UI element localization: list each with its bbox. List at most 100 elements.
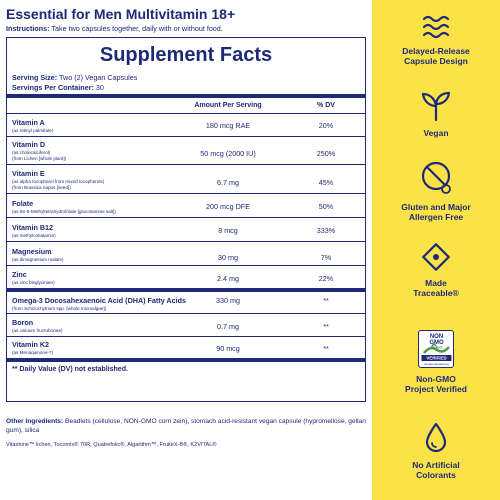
feature-label: Non-GMO Project Verified <box>372 374 500 394</box>
nutrient-amount: 330 mg <box>216 296 240 305</box>
servings-label: Servings Per Container: <box>12 83 94 92</box>
feature-label-line: Gluten and Major <box>401 202 471 212</box>
features-sidebar: Delayed-Release Capsule Design Vegan Glu… <box>372 0 500 500</box>
row-divider <box>7 164 365 165</box>
nutrient-name: Vitamin B12 <box>12 223 54 232</box>
other-ingredients: Other Ingredients: Beadlets (cellulose, … <box>6 418 366 435</box>
nutrient-name: Vitamin K2 <box>12 340 50 349</box>
nutrient-dv: 50% <box>318 202 334 211</box>
badge-url: nongmoproject.org <box>423 362 448 366</box>
badge-verified: VERIFIED <box>426 356 446 361</box>
other-ingredients-text: Beadlets (cellulose, NON-GMO corn zein),… <box>6 418 366 434</box>
feature-label-line: Vegan <box>423 128 449 138</box>
nutrient-dv: ** <box>323 322 329 331</box>
feature-delayed-release: Delayed-Release Capsule Design <box>372 14 500 66</box>
nutrient-source: (from Lichen [whole plant]) <box>12 156 67 161</box>
badge-project: Project <box>430 346 441 350</box>
feature-no-colorants: No Artificial Colorants <box>372 422 500 480</box>
nutrient-amount: 2.4 mg <box>217 274 239 283</box>
row-divider <box>7 193 365 194</box>
nutrient-dv: 7% <box>320 253 332 262</box>
sprout-icon <box>421 91 451 122</box>
product-title: Essential for Men Multivitamin 18+ <box>6 6 236 22</box>
droplet-icon <box>425 422 447 453</box>
nutrient-name: Folate <box>12 199 34 208</box>
nutrient-name: Vitamin E <box>12 169 45 178</box>
feature-label: No Artificial Colorants <box>372 460 500 480</box>
nutrient-dv: 250% <box>316 149 336 158</box>
non-gmo-icon: NON GMO Project VERIFIED nongmoproject.o… <box>418 330 454 368</box>
traceable-icon <box>422 243 450 271</box>
serving-size-value: Two (2) Vegan Capsules <box>59 73 138 82</box>
feature-label: Made Traceable® <box>372 278 500 298</box>
nutrient-source: (as 6S-5-Methyltetrahydrofolate [glucosa… <box>12 209 116 214</box>
supplement-facts-title: Supplement Facts <box>99 44 273 66</box>
nutrient-amount: 90 mcg <box>216 344 240 353</box>
nutrient-name: Boron <box>12 318 34 327</box>
gluten-free-icon <box>421 161 451 194</box>
instructions-text: Take two capsules together, daily with o… <box>51 24 223 33</box>
nutrient-source: (from Schizochytrium spp. [whole microal… <box>12 306 107 311</box>
feature-label-line: Made <box>425 278 447 288</box>
divider-thick <box>7 358 365 362</box>
row-divider <box>7 136 365 137</box>
wave-lines-icon <box>422 15 450 39</box>
servings-value: 30 <box>95 83 104 92</box>
feature-label-line: No Artificial <box>412 460 460 470</box>
row-divider <box>7 336 365 337</box>
nutrient-name: Vitamin D <box>12 140 46 149</box>
column-header-dv: % DV <box>317 102 335 109</box>
nutrient-dv: 45% <box>318 178 334 187</box>
nutrient-amount: 200 mcg DFE <box>206 202 250 211</box>
nutrient-amount: 0.7 mg <box>217 322 239 331</box>
dv-footnote: ** Daily Value (DV) not established. <box>12 366 128 373</box>
supplement-facts-panel: Supplement Facts Serving Size: Two (2) V… <box>6 37 366 402</box>
nutrient-dv: 333% <box>316 226 336 235</box>
feature-label-line: Colorants <box>416 470 456 480</box>
instructions: Instructions: Take two capsules together… <box>6 24 223 33</box>
nutrient-dv: 20% <box>318 121 334 130</box>
feature-label: Gluten and Major Allergen Free <box>372 202 500 222</box>
nutrient-name: Omega-3 Docosahexaenoic Acid (DHA) Fatty… <box>12 296 187 305</box>
row-divider <box>7 217 365 218</box>
feature-label-line: Capsule Design <box>404 56 468 66</box>
servings-per-container: Servings Per Container: 30 <box>12 83 104 92</box>
feature-traceable: Made Traceable® <box>372 242 500 298</box>
nutrient-source: (as methylcobalamin) <box>12 233 56 238</box>
serving-size-label: Serving Size: <box>12 73 58 82</box>
nutrient-dv: ** <box>323 344 329 353</box>
nutrient-name: Zinc <box>12 270 27 279</box>
row-divider <box>7 265 365 266</box>
nutrient-dv: ** <box>323 296 329 305</box>
nutrient-source: (as dimagnesium malate) <box>12 257 64 262</box>
serving-size: Serving Size: Two (2) Vegan Capsules <box>12 73 137 82</box>
other-ingredients-label: Other Ingredients: <box>6 418 64 425</box>
nutrient-source: (as retinyl palmitate) <box>12 128 54 133</box>
nutrient-name: Magnesium <box>12 247 52 256</box>
nutrient-source: (as alpha tocopherol from mixed tocopher… <box>12 179 105 184</box>
badge-gmo: GMO <box>429 340 444 346</box>
row-divider <box>7 313 365 314</box>
product-label: Essential for Men Multivitamin 18+ Instr… <box>6 6 366 448</box>
instructions-label: Instructions: <box>6 24 50 33</box>
nutrient-source: (as calcium fructoborate) <box>12 328 63 333</box>
feature-vegan: Vegan <box>372 90 500 138</box>
feature-gluten-free: Gluten and Major Allergen Free <box>372 160 500 222</box>
feature-label-line: Traceable® <box>413 288 459 298</box>
nutrient-amount: 50 mcg (2000 IU) <box>200 149 256 158</box>
divider-thick <box>7 288 365 292</box>
feature-label-line: Project Verified <box>405 384 467 394</box>
feature-label: Delayed-Release Capsule Design <box>372 46 500 66</box>
nutrient-amount: 8 mcg <box>218 226 238 235</box>
nutrient-amount: 6.7 mg <box>217 178 239 187</box>
column-header-amount: Amount Per Serving <box>194 102 262 109</box>
nutrient-dv: 22% <box>318 274 334 283</box>
nutrient-name: Vitamin A <box>12 118 45 127</box>
nutrient-source: (as Menaquinone-7) <box>12 350 54 355</box>
nutrient-amount: 30 mg <box>218 253 238 262</box>
nutrient-source: (from Brassica napus [seed]) <box>12 185 71 190</box>
nutrient-amount: 180 mcg RAE <box>205 121 251 130</box>
nutrient-source: (as zinc bisglycinate) <box>12 280 55 285</box>
feature-non-gmo: NON GMO Project VERIFIED nongmoproject.o… <box>372 330 500 394</box>
trademarks: Vitashine™ lichen, Tocomix® 70R, Quatref… <box>6 442 217 448</box>
